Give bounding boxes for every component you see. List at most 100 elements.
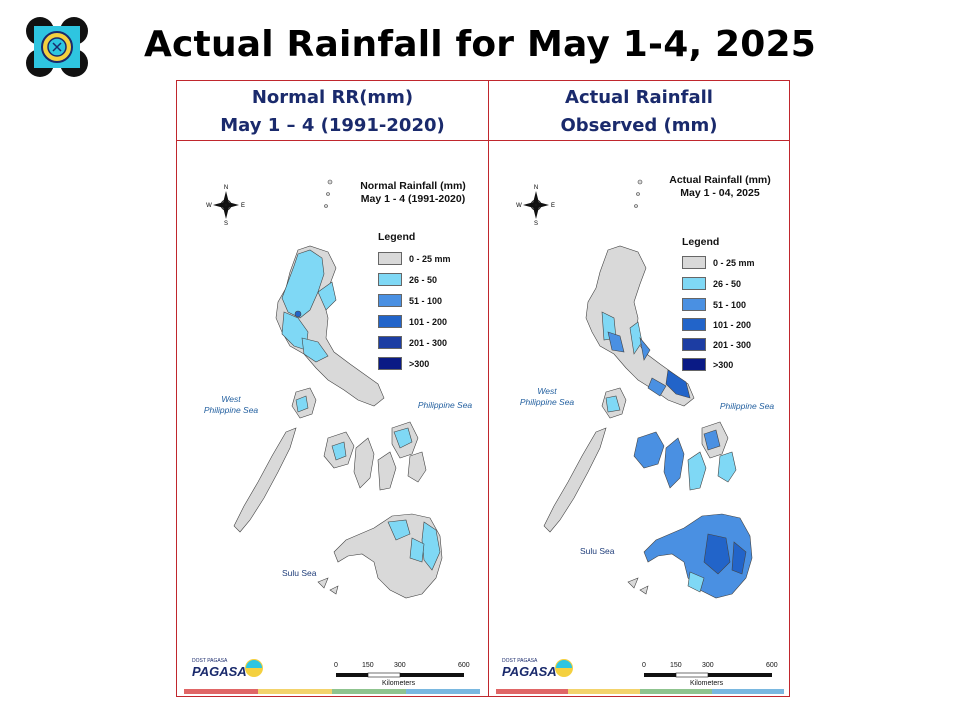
legend-label: 51 - 100 (409, 295, 443, 306)
philippines-map-normal (233, 179, 443, 599)
left-legend-row: 0 - 25 mm (378, 252, 451, 265)
color-stripe (712, 689, 784, 694)
legend-label: 0 - 25 mm (409, 253, 451, 264)
pagasa-brand-logo: PAGASA (502, 659, 573, 679)
compass-rose-icon: N S W E (516, 185, 555, 226)
legend-label: 101 - 200 (409, 316, 448, 327)
left-map-title: Normal Rainfall (mm) May 1 - 4 (1991-202… (348, 180, 478, 206)
sea-label-line: Philippine Sea (519, 397, 575, 407)
scale-tick: 150 (362, 662, 374, 669)
compass-s: S (224, 221, 228, 226)
color-stripe (568, 689, 640, 694)
philippines-map-actual (543, 179, 753, 599)
legend-label: >300 (409, 358, 430, 369)
scale-tick: 600 (458, 662, 470, 669)
compass-e: E (551, 203, 555, 209)
scale-unit: Kilometers (382, 680, 416, 687)
right-legend-title: Legend (682, 236, 720, 248)
right-legend-row: 101 - 200 (682, 318, 751, 331)
legend-label: >300 (713, 359, 734, 370)
right-header-line2: Observed (mm) (560, 115, 718, 136)
right-map-title-line1: Actual Rainfall (mm) (669, 174, 771, 186)
right-map-title-line2: May 1 - 04, 2025 (680, 187, 760, 199)
legend-swatch (378, 315, 402, 328)
right-legend-row: 201 - 300 (682, 338, 751, 351)
svg-text:PAGASA: PAGASA (502, 664, 557, 679)
compass-w: W (206, 203, 212, 209)
pagasa-brand-logo: PAGASA (192, 659, 263, 679)
sea-label-line: West (221, 394, 241, 404)
compass-e: E (241, 203, 245, 209)
scale-tick: 150 (670, 662, 682, 669)
legend-swatch (378, 252, 402, 265)
normal-rainfall-map-panel: N S W E Normal Rainfall (mm) May 1 - 4 (… (178, 142, 488, 696)
legend-label: 101 - 200 (713, 319, 752, 330)
actual-rainfall-map-panel: N S W E Actual Rainfall (mm) May 1 - 04,… (490, 142, 788, 696)
color-stripe (184, 689, 258, 694)
map-comparison-frame (176, 80, 790, 697)
brand-tagline: DOST PAGASA (502, 658, 538, 664)
right-sulu-sea-label: Sulu Sea (580, 546, 615, 556)
left-map-title-line2: May 1 - 4 (1991-2020) (360, 193, 466, 205)
legend-swatch (378, 336, 402, 349)
frame-divider (488, 80, 489, 697)
color-stripe (406, 689, 480, 694)
left-scale-bar (336, 672, 464, 678)
right-map-title: Actual Rainfall (mm) May 1 - 04, 2025 (660, 174, 780, 200)
legend-swatch (682, 256, 706, 269)
right-legend-row: 0 - 25 mm (682, 256, 755, 269)
left-west-philippine-sea-label: West Philippine Sea (196, 394, 266, 416)
compass-s: S (534, 221, 538, 226)
legend-swatch (378, 357, 402, 370)
legend-swatch (682, 318, 706, 331)
left-map-title-line1: Normal Rainfall (mm) (360, 180, 466, 192)
compass-w: W (516, 203, 522, 209)
header-divider (176, 140, 790, 141)
right-legend-row: >300 (682, 358, 733, 371)
left-legend-row: 101 - 200 (378, 315, 447, 328)
left-legend-row: 51 - 100 (378, 294, 442, 307)
legend-label: 51 - 100 (713, 299, 747, 310)
color-stripe (640, 689, 712, 694)
legend-label: 26 - 50 (409, 274, 438, 285)
compass-n: N (224, 185, 228, 191)
left-header-line2: May 1 – 4 (1991-2020) (220, 115, 445, 136)
legend-swatch (682, 358, 706, 371)
slide-title: Actual Rainfall for May 1-4, 2025 (143, 24, 817, 65)
svg-text:PAGASA: PAGASA (192, 664, 247, 679)
scale-tick: 300 (702, 662, 714, 669)
left-sulu-sea-label: Sulu Sea (282, 568, 317, 578)
legend-swatch (378, 294, 402, 307)
left-header-line1: Normal RR(mm) (251, 87, 414, 108)
sea-label-line: Philippine Sea (203, 405, 259, 415)
right-legend-row: 26 - 50 (682, 277, 741, 290)
scale-tick: 600 (766, 662, 778, 669)
right-philippine-sea-label: Philippine Sea (719, 401, 775, 411)
left-panel-header: Normal RR(mm) May 1 – 4 (1991-2020) (177, 84, 488, 140)
pagasa-seal-logo (26, 17, 88, 77)
legend-label: 201 - 300 (409, 337, 448, 348)
color-stripe (258, 689, 332, 694)
sea-label-line: West (537, 386, 557, 396)
compass-rose-icon: N S W E (206, 185, 245, 226)
left-legend-title: Legend (378, 231, 416, 243)
legend-label: 201 - 300 (713, 339, 752, 350)
left-legend-row: 201 - 300 (378, 336, 447, 349)
legend-swatch (378, 273, 402, 286)
right-legend-row: 51 - 100 (682, 298, 746, 311)
color-stripe (332, 689, 406, 694)
right-header-line1: Actual Rainfall (565, 87, 713, 108)
scale-tick: 300 (394, 662, 406, 669)
scale-unit: Kilometers (690, 680, 724, 687)
legend-swatch (682, 277, 706, 290)
right-panel-header: Actual Rainfall Observed (mm) (489, 84, 789, 140)
scale-tick: 0 (334, 662, 338, 669)
left-legend-row: >300 (378, 357, 429, 370)
legend-label: 26 - 50 (713, 278, 742, 289)
legend-swatch (682, 298, 706, 311)
legend-swatch (682, 338, 706, 351)
legend-label: 0 - 25 mm (713, 257, 755, 268)
brand-tagline: DOST PAGASA (192, 658, 228, 664)
right-west-philippine-sea-label: West Philippine Sea (512, 386, 582, 408)
scale-tick: 0 (642, 662, 646, 669)
